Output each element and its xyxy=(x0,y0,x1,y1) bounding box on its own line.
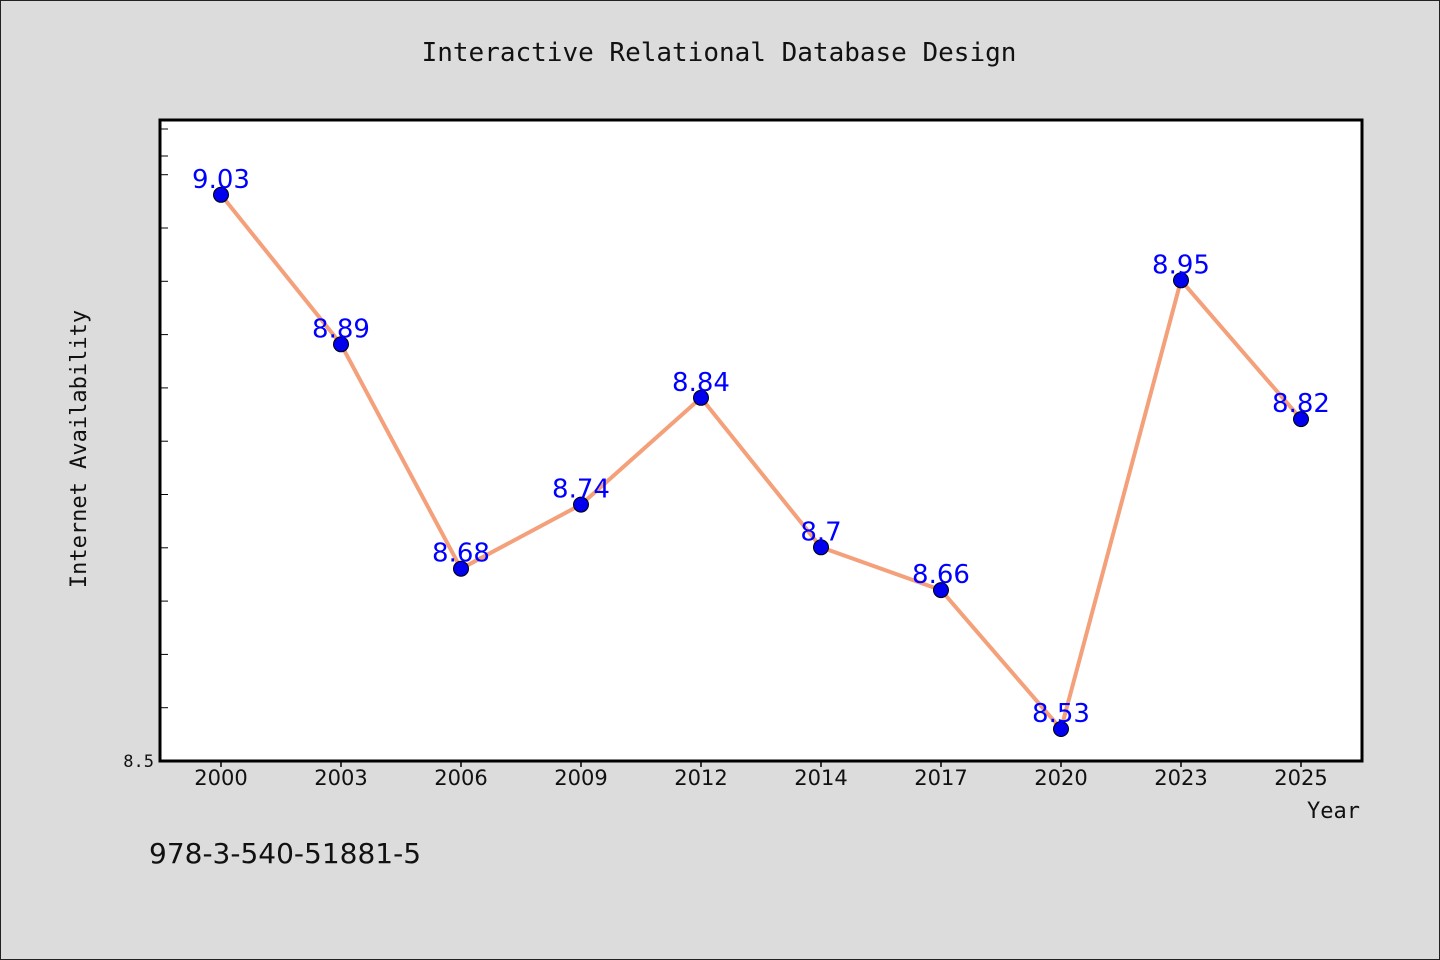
x-tick-label: 2020 xyxy=(1034,766,1087,790)
chart-title: Interactive Relational Database Design xyxy=(422,38,1017,68)
plot-area xyxy=(158,118,1364,763)
series-data-labels: 9.03 8.89 8.68 8.74 8.84 8.7 8.66 8.53 8.95 8.82 xyxy=(192,165,1330,729)
data-label: 8.74 xyxy=(552,475,610,505)
data-label: 9.03 xyxy=(192,165,250,195)
series-line xyxy=(219,193,1303,731)
x-tick-label: 2025 xyxy=(1274,766,1327,790)
data-point xyxy=(333,336,349,353)
x-axis-title: Year xyxy=(1307,799,1360,824)
data-point xyxy=(1173,272,1189,289)
data-point xyxy=(573,496,589,513)
data-label: 8.95 xyxy=(1152,250,1210,280)
data-label: 8.53 xyxy=(1032,699,1090,729)
footer-isbn: 978-3-540-51881-5 xyxy=(149,837,421,870)
x-tick-label: 2023 xyxy=(1154,766,1207,790)
y-axis-ticks xyxy=(160,128,168,762)
data-point xyxy=(1293,411,1309,428)
x-tick-label: 2014 xyxy=(794,766,847,790)
data-label: 8.82 xyxy=(1272,389,1330,419)
x-axis-tick-labels: 2000 2003 2006 2009 2012 2014 2017 2020 2023 2025 xyxy=(194,766,1327,790)
x-tick-label: 2009 xyxy=(554,766,607,790)
data-point xyxy=(933,582,949,599)
x-tick-label: 2000 xyxy=(194,766,247,790)
data-label: 8.84 xyxy=(672,368,730,398)
data-label: 8.68 xyxy=(432,539,490,569)
data-point xyxy=(213,186,229,203)
series-markers xyxy=(213,186,1309,737)
y-axis-tick-labels: 8.5 xyxy=(123,752,154,772)
x-tick-label: 2003 xyxy=(314,766,367,790)
x-tick-label: 2017 xyxy=(914,766,967,790)
data-point xyxy=(453,560,469,577)
data-point xyxy=(1053,721,1069,737)
y-tick-label: 8.5 xyxy=(123,752,154,772)
data-point xyxy=(813,539,829,556)
data-label: 8.7 xyxy=(800,517,841,547)
x-axis-ticks xyxy=(220,761,1302,767)
y-axis-title: Internet Availability xyxy=(67,310,92,588)
data-label: 8.89 xyxy=(312,314,370,344)
x-tick-label: 2012 xyxy=(674,766,727,790)
data-label: 8.66 xyxy=(912,560,970,590)
data-point xyxy=(693,389,709,406)
x-tick-label: 2006 xyxy=(434,766,487,790)
